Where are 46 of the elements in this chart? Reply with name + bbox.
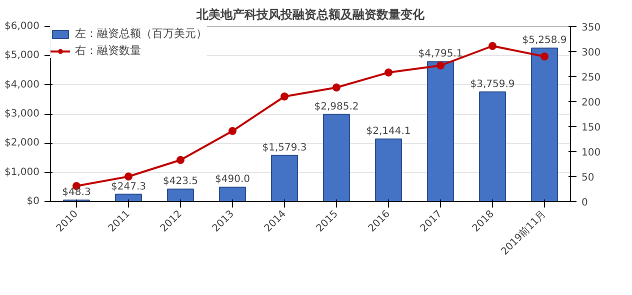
legend-label: 右：融资数量 [75, 43, 141, 58]
y2-tick-label: 250 [582, 72, 601, 84]
y2-tick-label: 100 [582, 148, 601, 158]
point [124, 172, 132, 180]
y2-tick-label: 200 [582, 98, 601, 108]
y2-tick-label: 300 [582, 48, 601, 58]
y2-tick-label: 150 [582, 122, 601, 134]
data-label: $2,985.2 [314, 101, 359, 112]
bar [115, 194, 142, 202]
point [540, 52, 548, 60]
data-label: $2,144.1 [366, 126, 411, 137]
y-tick-label: $4,000 [4, 79, 40, 90]
data-label: $5,258.9 [522, 35, 567, 46]
y-tick-label: $5,000 [4, 50, 40, 62]
y2-tick-label: 50 [582, 172, 594, 184]
y-tick-label: $3,000 [4, 108, 40, 120]
y-tick-label: $0 [26, 196, 40, 207]
bar [219, 186, 246, 202]
data-label: $490.0 [215, 174, 250, 186]
y2-tick-label: 0 [582, 198, 588, 208]
legend-label: 左：融资总额（百万美元） [75, 26, 207, 41]
data-label: $1,579.3 [262, 142, 307, 154]
data-label: $3,759.9 [470, 78, 515, 90]
bar [479, 91, 506, 202]
point [488, 42, 496, 50]
data-label: $48.3 [62, 187, 91, 198]
data-label: $423.5 [163, 176, 198, 188]
point [384, 68, 392, 76]
point [228, 127, 236, 135]
y-tick-label: $2,000 [4, 138, 40, 149]
bar [323, 114, 350, 202]
chart-title: 北美地产科技风投融资总额及融资数量变化 [196, 8, 426, 22]
y-tick-label: $1,000 [4, 166, 40, 178]
point [176, 156, 184, 164]
bar [375, 138, 402, 202]
y-tick-label: $6,000 [4, 21, 40, 32]
point [332, 84, 340, 92]
bar [427, 61, 454, 202]
y2-tick-label: 350 [582, 22, 601, 34]
point [280, 92, 288, 100]
bar [167, 188, 194, 202]
bar [531, 48, 558, 202]
data-label: $4,795.1 [418, 48, 463, 60]
bar [271, 154, 298, 202]
point [436, 62, 444, 70]
data-label: $247.3 [111, 181, 146, 192]
